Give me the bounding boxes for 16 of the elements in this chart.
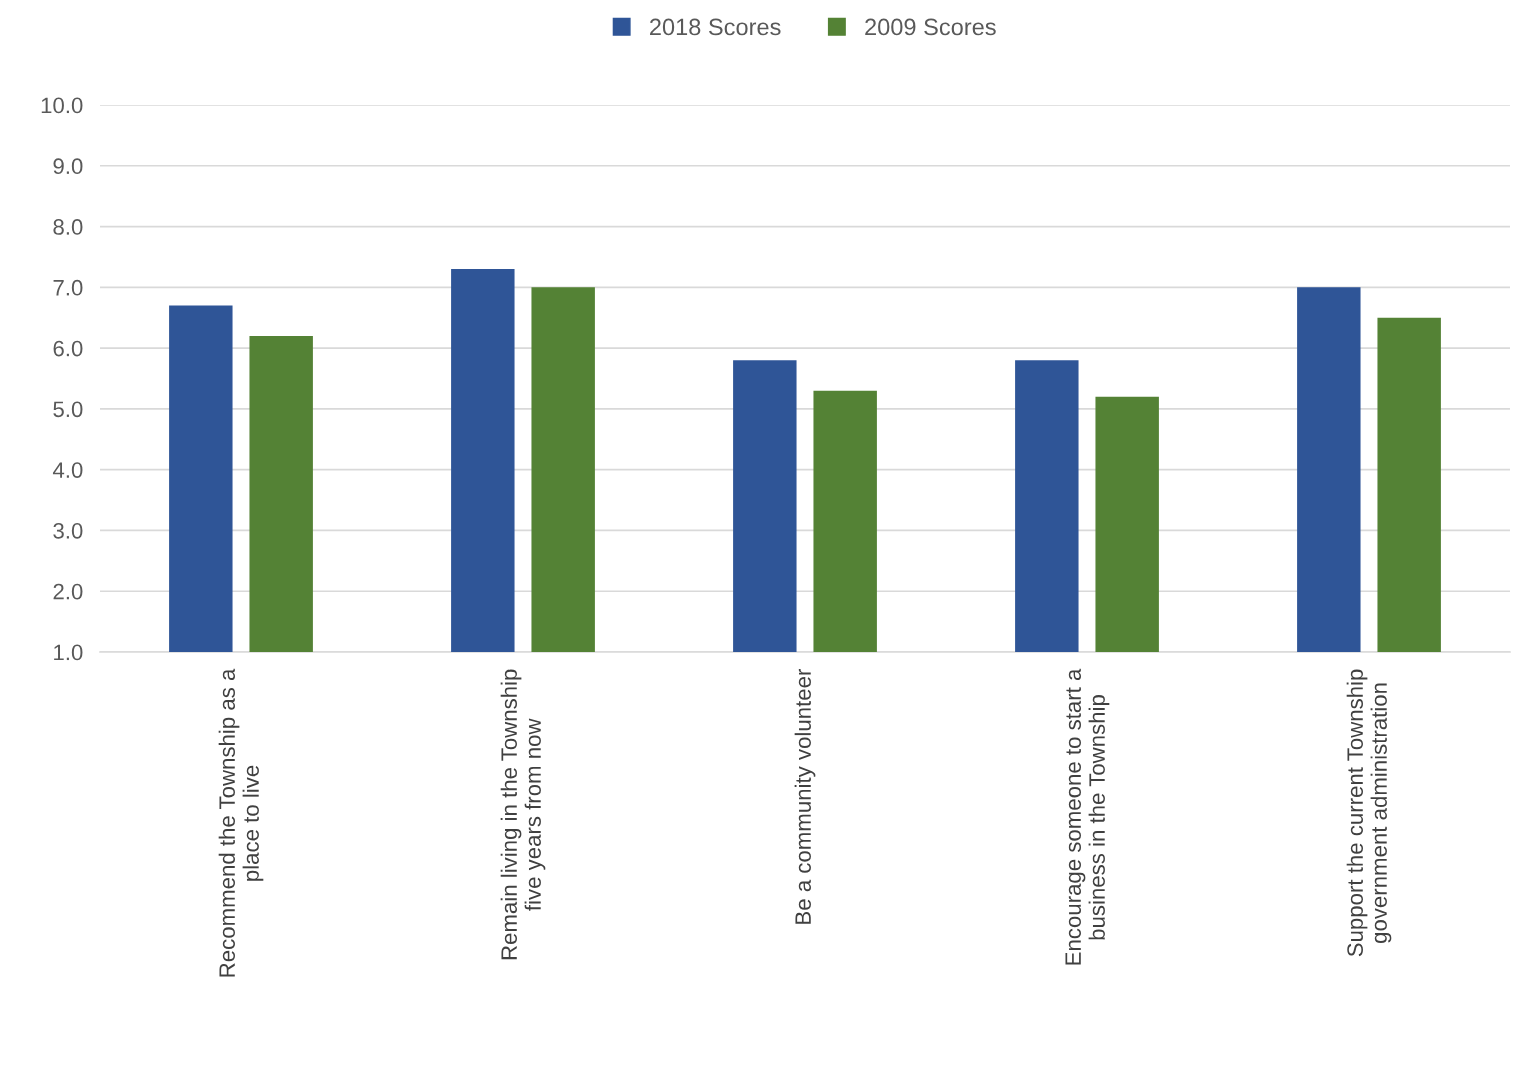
y-tick-label: 3.0 bbox=[53, 522, 83, 539]
y-tick-label: 10.0 bbox=[41, 97, 83, 114]
y-tick-label: 5.0 bbox=[53, 401, 83, 418]
y-tick-label: 4.0 bbox=[52, 462, 83, 478]
y-tick-label: 9.0 bbox=[53, 158, 83, 175]
y-tick-label: 8.0 bbox=[53, 219, 83, 235]
y-tick-label: 6.0 bbox=[53, 340, 83, 357]
x-tick-label: Remain living in the Township five years from now bbox=[500, 669, 546, 960]
x-tick-label: Encourage someone to start a business in the Township bbox=[1065, 668, 1110, 965]
x-tick-label: Recommend the Township as a place to live bbox=[218, 668, 264, 977]
y-tick-label: 1.0 bbox=[54, 644, 83, 661]
legend-label: 2009 Scores bbox=[865, 18, 996, 36]
legend-label: 2018 Scores bbox=[650, 18, 781, 36]
x-tick-label: Be a community volunteer bbox=[794, 669, 816, 924]
y-tick-label: 2.0 bbox=[53, 583, 83, 600]
y-tick-label: 7.0 bbox=[53, 279, 83, 296]
